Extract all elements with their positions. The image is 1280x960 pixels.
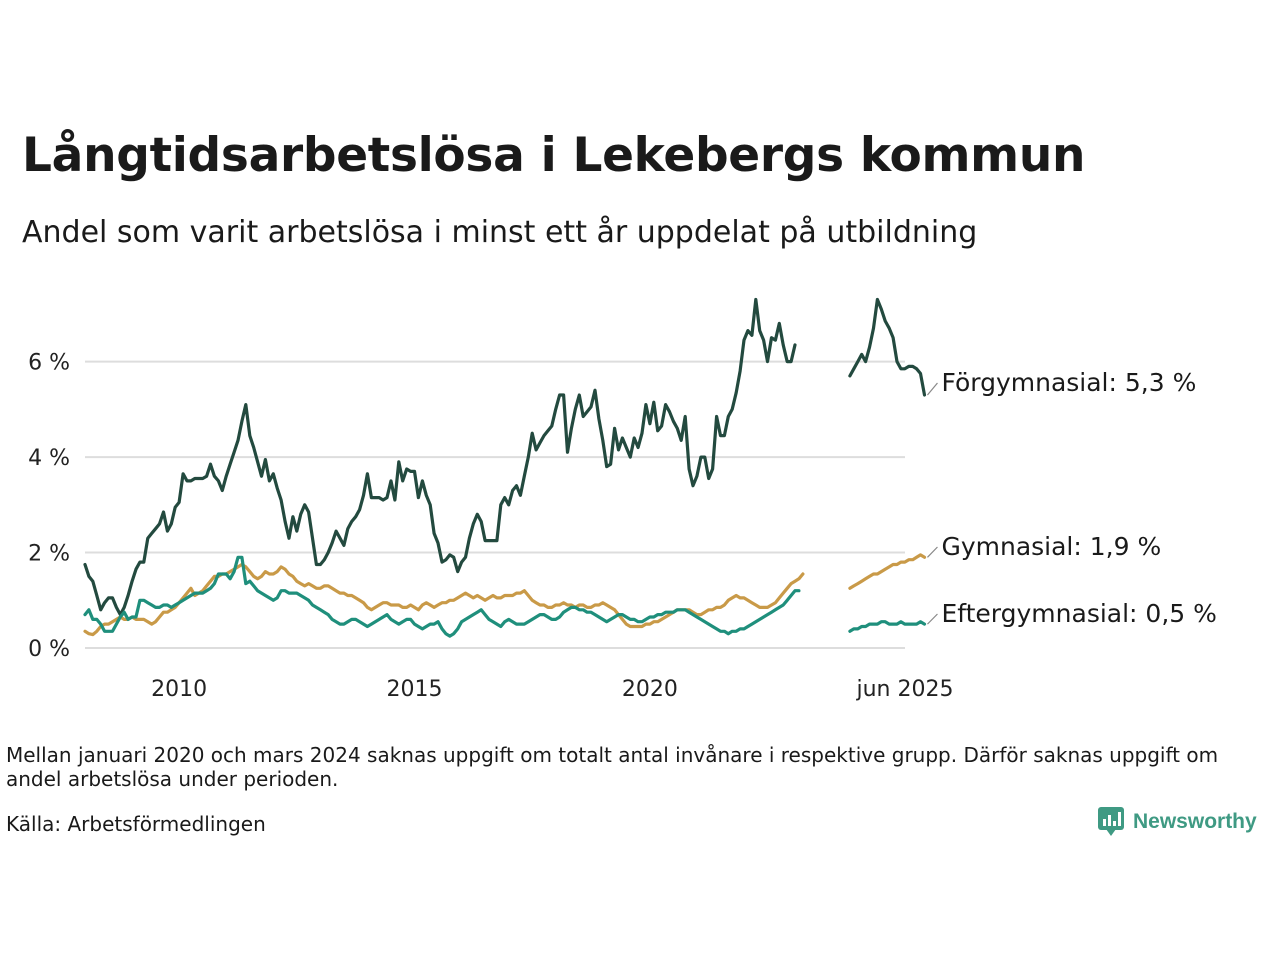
newsworthy-logo-icon bbox=[1098, 807, 1124, 836]
end-label-connector bbox=[927, 546, 938, 558]
x-tick-label: jun 2025 bbox=[856, 677, 954, 702]
end-label-gymnasial: Gymnasial: 1,9 % bbox=[941, 532, 1161, 561]
series-end-labels: Förgymnasial: 5,3 % Gymnasial: 1,9 % Efter… bbox=[926, 368, 1217, 628]
series-line-eftergymnasial bbox=[83, 555, 801, 638]
newsworthy-brand[interactable]: Newsworthy bbox=[1097, 806, 1257, 838]
y-tick-label: 2 % bbox=[28, 542, 70, 567]
series-line-gymnasial bbox=[848, 553, 927, 590]
series-line-förgymnasial bbox=[848, 297, 927, 397]
brand-name: Newsworthy bbox=[1133, 810, 1257, 833]
x-tick-label: 2015 bbox=[387, 677, 443, 702]
end-label-connector bbox=[926, 382, 938, 396]
chart-title: Långtidsarbetslösa i Lekebergs kommun bbox=[22, 128, 1086, 183]
x-tick-label: 2010 bbox=[151, 677, 207, 702]
end-label-eftergymnasial: Eftergymnasial: 0,5 % bbox=[941, 599, 1216, 628]
series-line-gymnasial bbox=[83, 562, 805, 637]
series-line-eftergymnasial bbox=[848, 620, 927, 633]
end-label-förgymnasial: Förgymnasial: 5,3 % bbox=[941, 368, 1196, 397]
series-line-förgymnasial bbox=[83, 297, 797, 617]
y-axis-tick-labels: 0 % 2 % 4 % 6 % bbox=[28, 351, 70, 662]
chart-subtitle: Andel som varit arbetslösa i minst ett å… bbox=[22, 215, 978, 250]
y-tick-label: 6 % bbox=[28, 351, 70, 376]
y-tick-label: 0 % bbox=[28, 637, 70, 662]
end-label-connector bbox=[927, 613, 938, 625]
y-tick-label: 4 % bbox=[28, 446, 70, 471]
x-axis-tick-labels: 2010 2015 2020 jun 2025 bbox=[151, 677, 953, 702]
x-tick-label: 2020 bbox=[622, 677, 678, 702]
footnote: Mellan januari 2020 och mars 2024 saknas… bbox=[6, 743, 1219, 791]
series-lines bbox=[83, 297, 927, 638]
source-text: Källa: Arbetsförmedlingen bbox=[6, 812, 266, 836]
